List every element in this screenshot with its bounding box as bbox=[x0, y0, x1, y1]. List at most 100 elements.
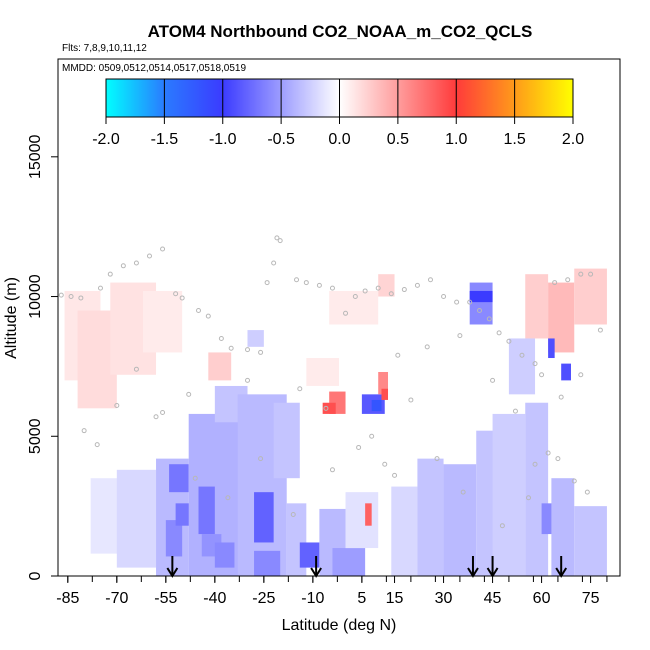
x-tick-label: 75 bbox=[582, 590, 600, 607]
flight-track-point bbox=[506, 338, 512, 344]
heatmap-cell bbox=[574, 506, 607, 576]
flight-track-point bbox=[264, 280, 270, 286]
flight-track-point bbox=[555, 456, 561, 462]
colorbar-tick-label: 0.5 bbox=[387, 131, 409, 148]
y-tick-label: 0 bbox=[27, 571, 44, 580]
flight-track-point bbox=[225, 495, 231, 501]
x-tick-label: 15 bbox=[386, 590, 404, 607]
heatmap-cell bbox=[299, 542, 320, 568]
flight-track-point bbox=[271, 260, 277, 266]
flight-track-point bbox=[578, 372, 584, 378]
dates-subtitle: MMDD: 0509,0512,0514,0517,0518,0519 bbox=[62, 63, 246, 74]
colorbar-tick-label: 0.0 bbox=[328, 131, 350, 148]
flight-track-point bbox=[352, 294, 358, 300]
x-tick-label: -25 bbox=[252, 590, 275, 607]
flight-track-point bbox=[457, 333, 463, 339]
flight-track-point bbox=[362, 288, 368, 294]
colorbar-tick-label: 1.0 bbox=[445, 131, 467, 148]
flight-track-point bbox=[205, 313, 211, 319]
flight-track-point bbox=[424, 344, 430, 350]
heatmap-cell bbox=[525, 274, 549, 339]
flight-track-point bbox=[375, 285, 381, 291]
flight-track-point bbox=[97, 285, 103, 291]
flight-track-point bbox=[258, 349, 264, 355]
flight-track-point bbox=[526, 495, 532, 501]
heatmap-cell bbox=[365, 503, 372, 526]
flight-track-point bbox=[316, 282, 322, 288]
heatmap-cell bbox=[378, 371, 389, 395]
plot-frame bbox=[57, 58, 621, 577]
heatmap-cell bbox=[469, 290, 493, 303]
heatmap-cell bbox=[169, 464, 189, 493]
flight-track-point bbox=[427, 277, 433, 283]
flight-track-point bbox=[297, 386, 303, 392]
flight-track-point bbox=[597, 327, 603, 333]
heatmap-cell bbox=[254, 550, 281, 576]
flight-track-point bbox=[343, 310, 349, 316]
flight-track-point bbox=[578, 271, 584, 277]
flight-track-point bbox=[496, 330, 502, 336]
heatmap-cell bbox=[198, 486, 215, 535]
flight-track-point bbox=[356, 444, 362, 450]
colorbar-tick-label: 2.0 bbox=[562, 131, 584, 148]
flight-track-point bbox=[68, 294, 74, 300]
flight-track-point bbox=[133, 366, 139, 372]
heatmap-cell bbox=[561, 363, 571, 381]
heatmap-cell bbox=[142, 290, 183, 353]
flight-track-point bbox=[274, 235, 280, 241]
flight-track-point bbox=[245, 347, 251, 353]
x-axis: -85 -70 -55 -40 -25 -10 5 15 30 45 60 75 bbox=[56, 576, 608, 607]
flight-track-point bbox=[218, 335, 224, 341]
flight-track-point bbox=[512, 408, 518, 414]
y-tick-label: 5000 bbox=[27, 418, 44, 454]
heatmap-cell bbox=[469, 282, 493, 325]
x-tick-label: -10 bbox=[301, 590, 324, 607]
flight-track-point bbox=[78, 295, 84, 301]
x-tick-label: -40 bbox=[203, 590, 226, 607]
flight-track-point bbox=[81, 428, 87, 434]
flight-track-point bbox=[245, 377, 251, 383]
flight-track-point bbox=[179, 295, 185, 301]
flight-track-point bbox=[552, 280, 558, 286]
y-tick-label: 10000 bbox=[27, 274, 44, 319]
y-axis-label: Altitude (m) bbox=[3, 277, 20, 359]
heatmap-cell bbox=[525, 402, 549, 576]
flight-track-point bbox=[228, 345, 234, 351]
heatmap-cells bbox=[64, 268, 607, 576]
heatmap-cell bbox=[322, 402, 336, 414]
flight-track-point bbox=[565, 277, 571, 283]
flight-track-point bbox=[539, 372, 545, 378]
heatmap-cell bbox=[214, 542, 235, 568]
heatmap-cell bbox=[492, 413, 526, 576]
heatmap-cell bbox=[332, 548, 366, 576]
flight-track-point bbox=[490, 377, 496, 383]
flight-track-point bbox=[408, 397, 414, 403]
chart-title: ATOM4 Northbound CO2_NOAA_m_CO2_QCLS bbox=[148, 22, 533, 41]
flight-track-point bbox=[571, 478, 577, 484]
y-tick-label: 15000 bbox=[27, 134, 44, 179]
flight-track-point bbox=[146, 253, 152, 259]
flight-track-point bbox=[477, 308, 482, 314]
y-axis: 0 5000 10000 15000 bbox=[27, 134, 58, 580]
flight-track-point bbox=[499, 523, 505, 529]
flight-track-point bbox=[434, 456, 440, 462]
colorbar-tick-label: -1.5 bbox=[151, 131, 179, 148]
x-tick-label: 60 bbox=[533, 590, 551, 607]
heatmap-cell bbox=[371, 399, 382, 412]
flight-track-point bbox=[441, 294, 447, 300]
flight-track-point bbox=[58, 292, 64, 298]
colorbar-tick-label: -1.0 bbox=[209, 131, 237, 148]
heatmap-cell bbox=[165, 520, 183, 557]
heatmap-cell bbox=[306, 358, 339, 386]
flight-track-point bbox=[382, 461, 388, 467]
flight-track-point bbox=[258, 456, 264, 462]
flight-track-point bbox=[173, 291, 179, 297]
flight-track-point bbox=[519, 352, 525, 358]
heatmap-cell bbox=[273, 402, 300, 479]
plot-area: MMDD: 0509,0512,0514,0517,0518,0519 bbox=[57, 58, 621, 578]
heatmap-cell bbox=[208, 352, 232, 381]
flight-track-point bbox=[160, 246, 166, 252]
flight-track-point bbox=[277, 238, 283, 244]
flight-track-point bbox=[329, 285, 335, 291]
flight-track-point bbox=[584, 489, 590, 495]
